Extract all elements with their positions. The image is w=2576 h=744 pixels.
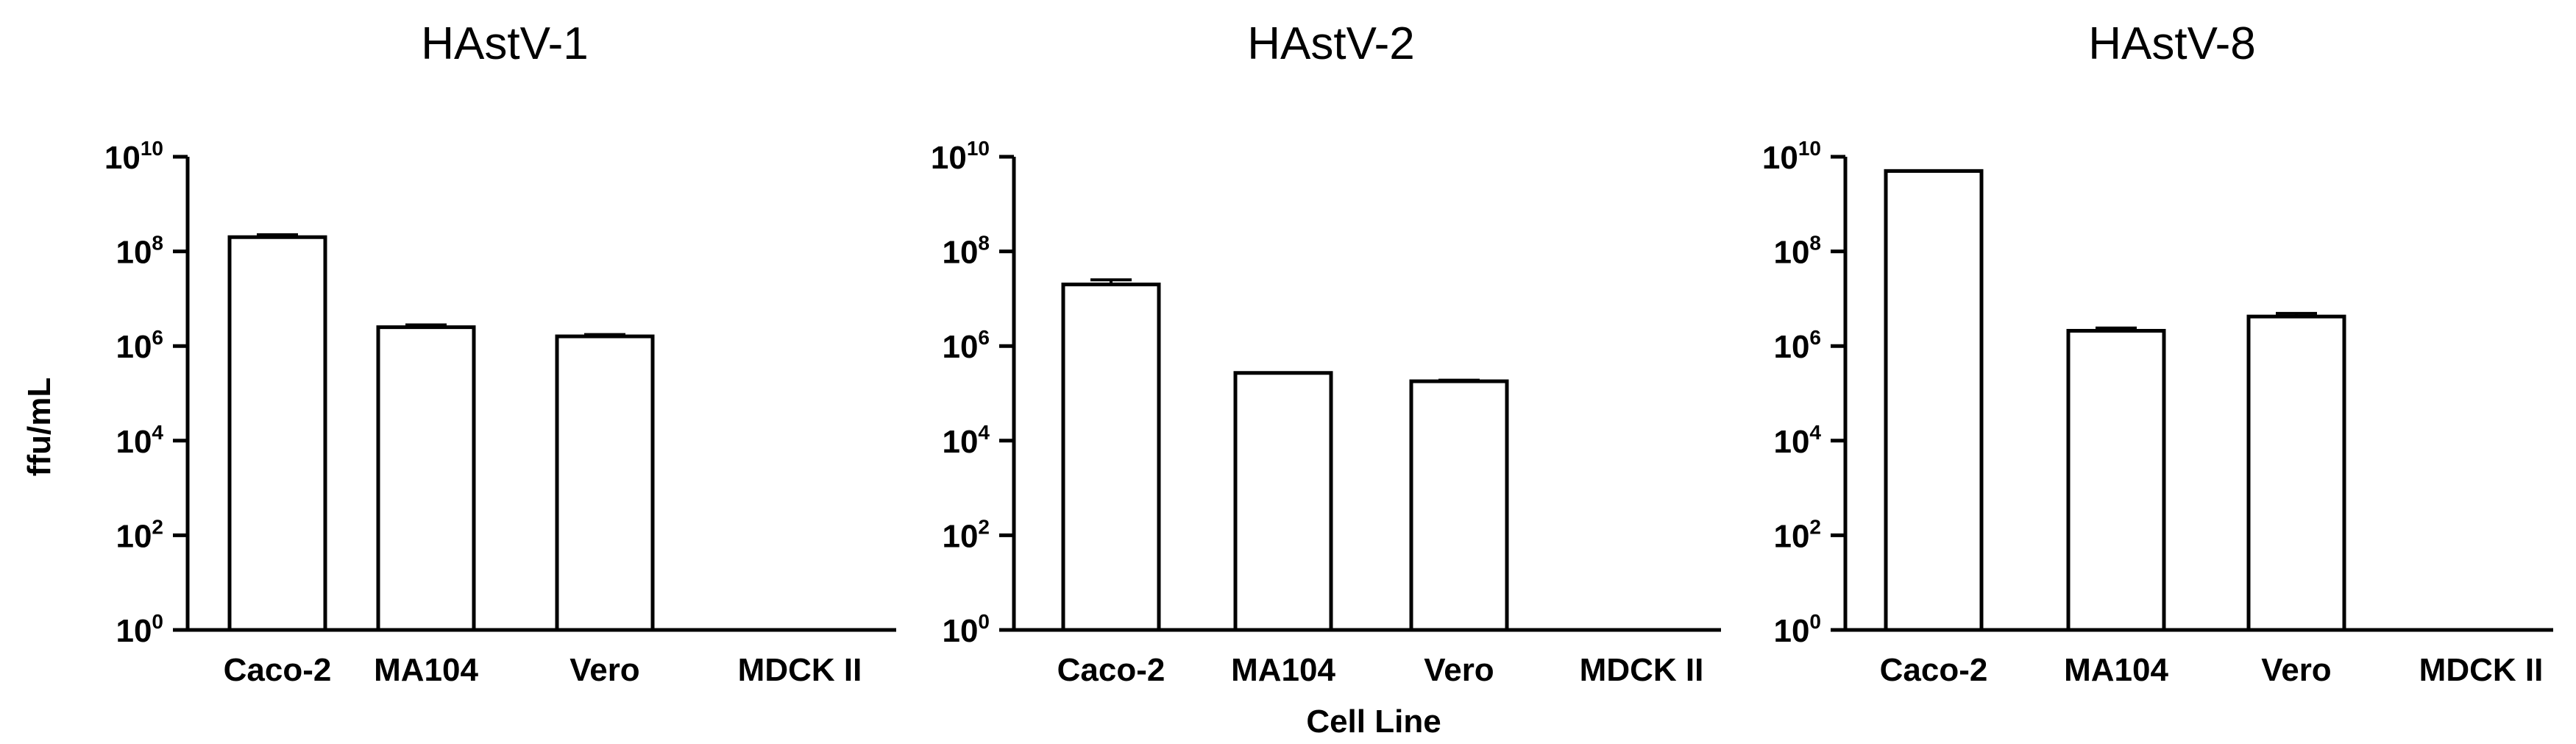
bar <box>1061 283 1161 632</box>
chart-panel: HAstV-2 100 102 104 106 108 1010 Caco-2 MA104 Ver… <box>931 18 1721 688</box>
y-axis-title: ffu/mL <box>21 378 57 476</box>
y-tick-label: 1010 <box>1762 137 1821 176</box>
chart-panel: HAstV-8 100 102 104 106 108 1010 Caco-2 MA104 Ver… <box>1762 18 2553 688</box>
y-tick-label: 100 <box>942 610 990 649</box>
x-tick-label: Caco-2 <box>224 652 332 688</box>
bar <box>1409 379 1509 632</box>
y-tick-label: 102 <box>942 515 990 554</box>
x-tick-label: Vero <box>1424 652 1494 688</box>
bar <box>555 334 655 632</box>
panel-title: HAstV-2 <box>1247 18 1414 69</box>
x-tick-label: MA104 <box>1231 652 1335 688</box>
y-tick-label: 100 <box>1773 610 1821 649</box>
y-tick-label: 104 <box>1773 421 1821 460</box>
x-tick-label: Caco-2 <box>1057 652 1165 688</box>
y-tick-label: 106 <box>116 326 163 365</box>
y-tick-label: 104 <box>116 421 163 460</box>
bar <box>227 235 327 632</box>
bar <box>2246 314 2346 632</box>
x-tick-label: MA104 <box>374 652 478 688</box>
bar <box>1884 169 1984 632</box>
x-tick-label: Vero <box>570 652 639 688</box>
x-tick-label: MA104 <box>2064 652 2168 688</box>
x-axis-title: Cell Line <box>1306 704 1441 740</box>
bar <box>1233 371 1333 632</box>
bar <box>376 325 476 632</box>
panel-title: HAstV-1 <box>421 18 588 69</box>
y-tick-label: 102 <box>116 515 163 554</box>
chart-panels: HAstV-1 100 102 104 106 108 1010 Caco-2 MA104 Ver… <box>104 18 2553 688</box>
y-tick-label: 1010 <box>931 137 990 176</box>
y-tick-label: 108 <box>942 232 990 271</box>
y-tick-label: 104 <box>942 421 990 460</box>
y-tick-label: 106 <box>1773 326 1821 365</box>
y-tick-label: 108 <box>116 232 163 271</box>
x-tick-label: Vero <box>2261 652 2331 688</box>
x-tick-label: MDCK II <box>1580 652 1704 688</box>
x-tick-label: MDCK II <box>2419 652 2544 688</box>
bar <box>2066 328 2166 632</box>
panel-title: HAstV-8 <box>2088 18 2255 69</box>
x-tick-label: Caco-2 <box>1880 652 1988 688</box>
chart-panel: HAstV-1 100 102 104 106 108 1010 Caco-2 MA104 Ver… <box>104 18 896 688</box>
y-tick-label: 1010 <box>104 137 163 176</box>
x-tick-label: MDCK II <box>738 652 862 688</box>
y-tick-label: 102 <box>1773 515 1821 554</box>
y-tick-label: 100 <box>116 610 163 649</box>
y-tick-label: 106 <box>942 326 990 365</box>
y-tick-label: 108 <box>1773 232 1821 271</box>
